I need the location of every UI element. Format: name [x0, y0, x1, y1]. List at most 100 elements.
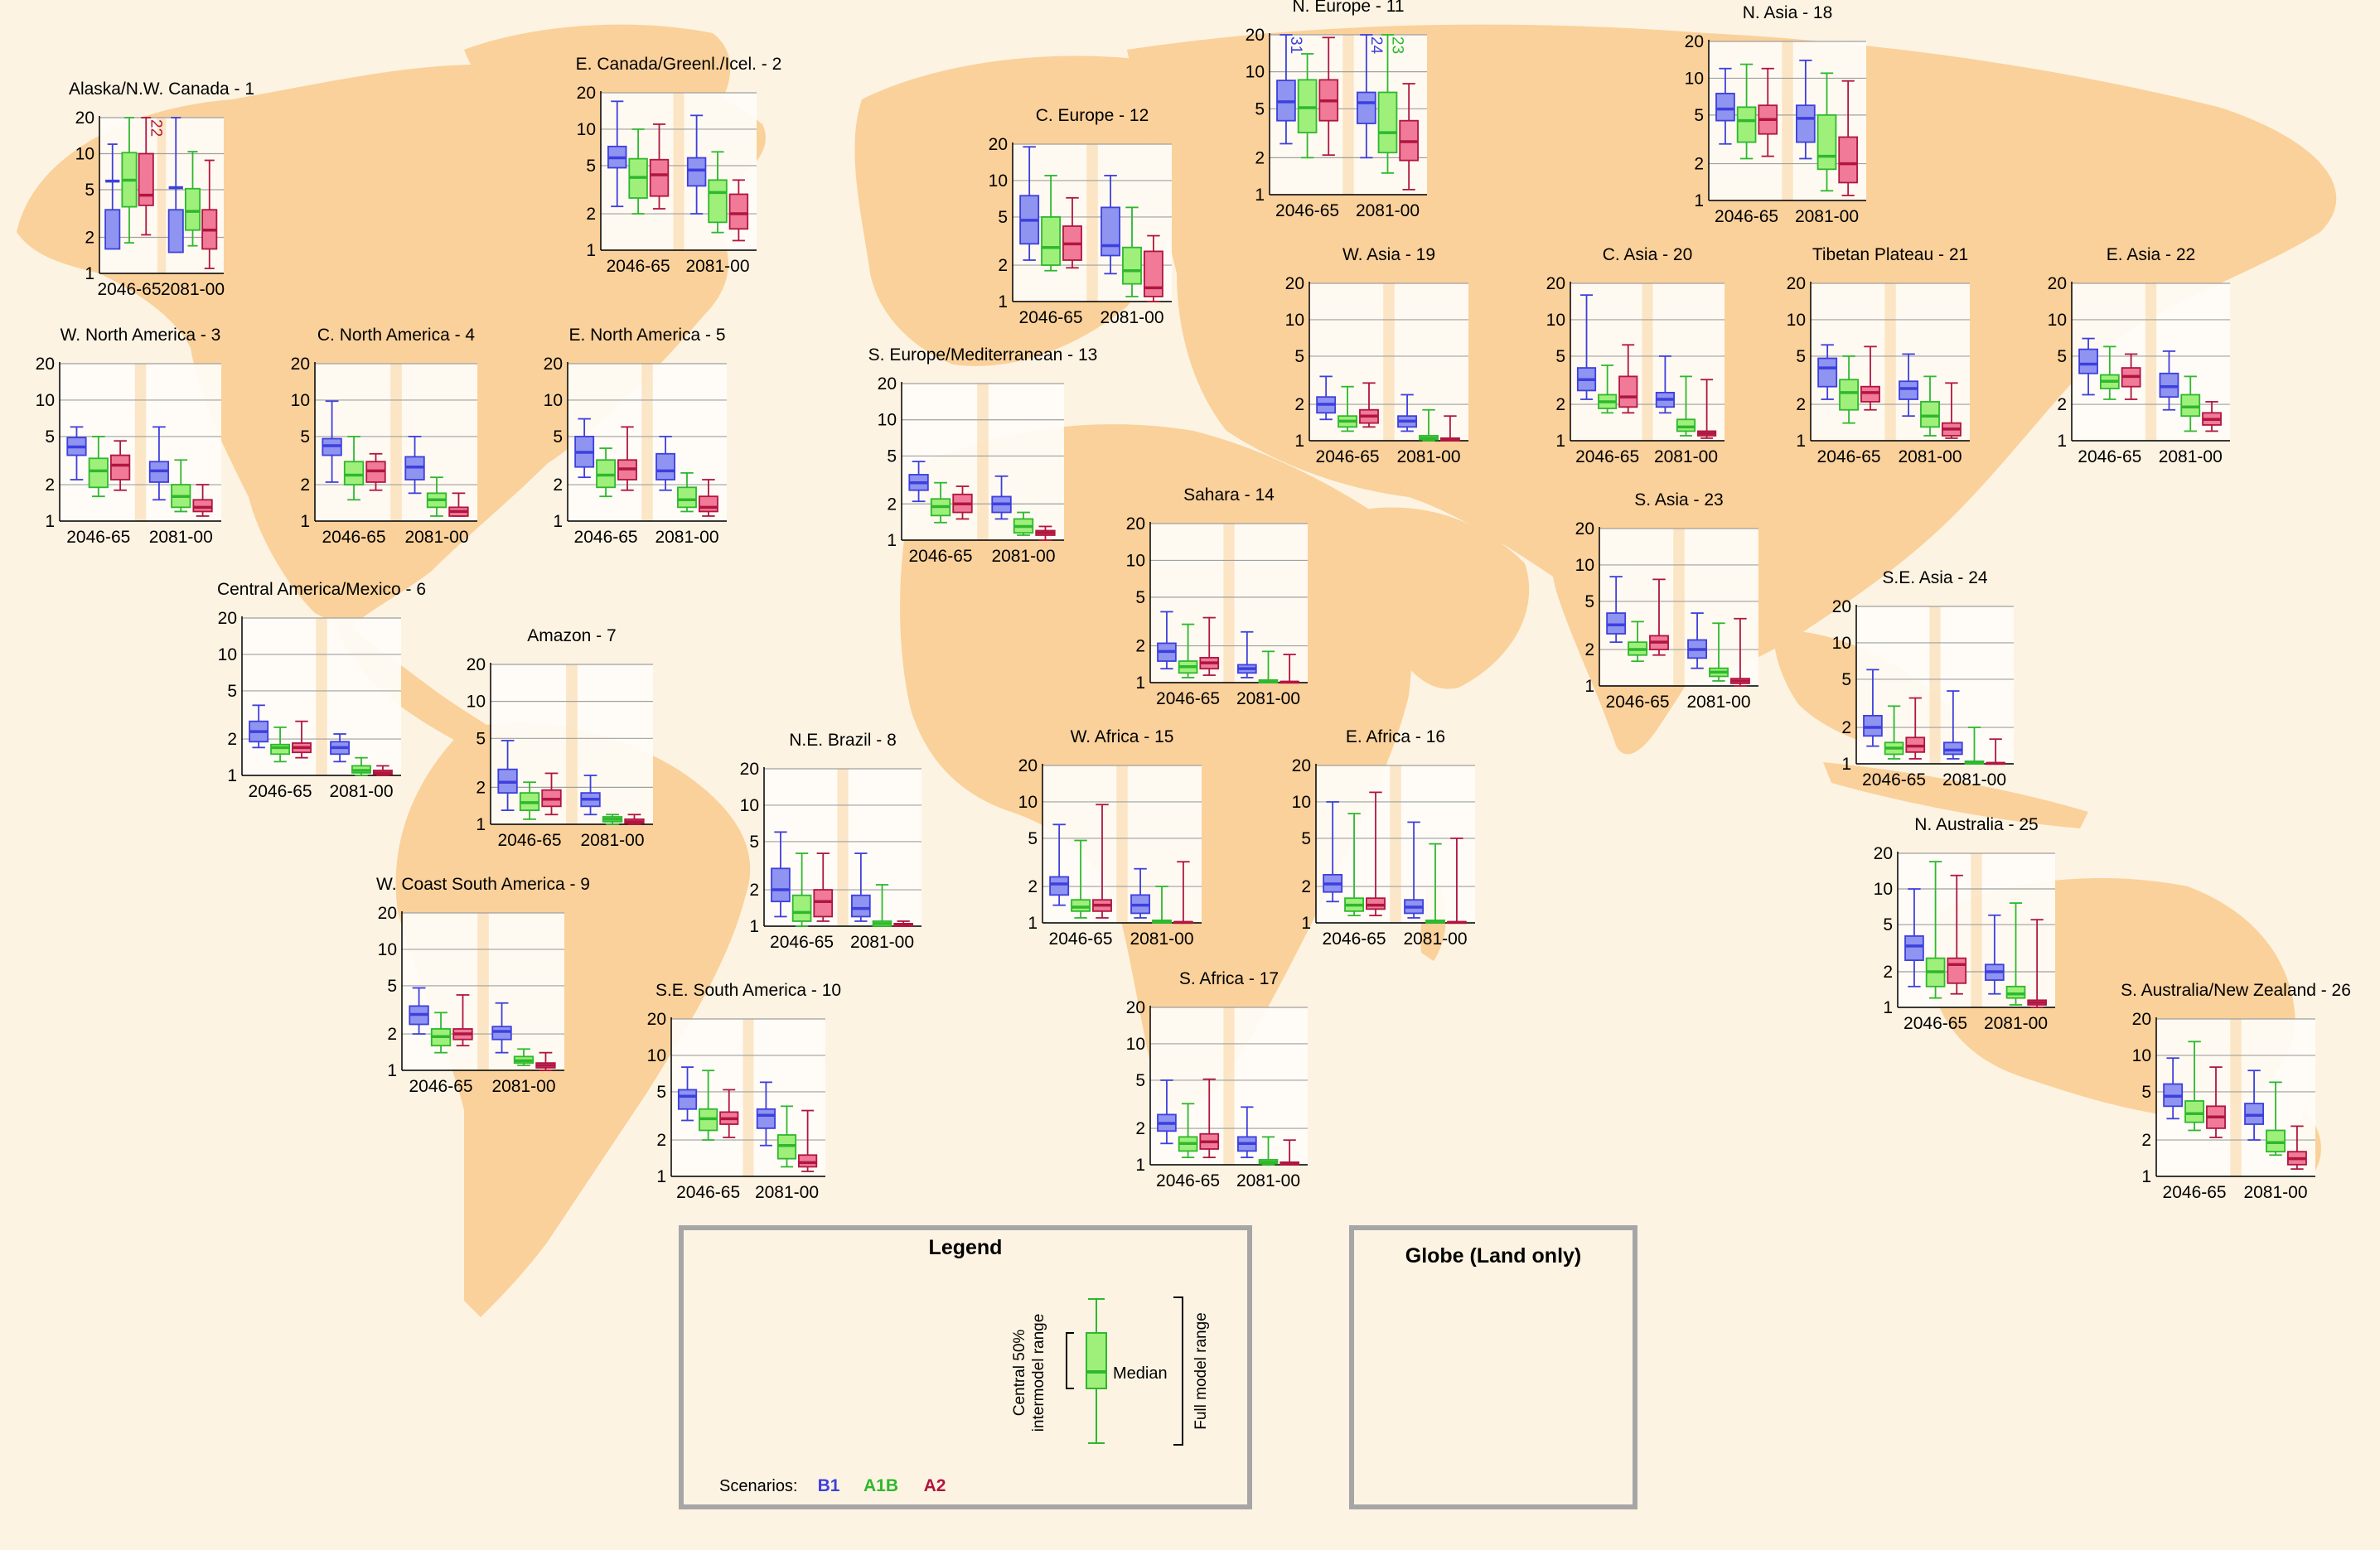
period-divider	[316, 618, 327, 775]
box-B1-p2	[686, 114, 707, 215]
period-divider	[134, 364, 147, 521]
globe-frame	[1349, 1225, 1637, 1509]
box-A1B-p1	[1925, 861, 1946, 999]
y-tick-label: 5	[887, 447, 897, 466]
median-label: Median	[1113, 1364, 1168, 1383]
iqr-box	[1122, 246, 1142, 285]
box-A2-p1	[1758, 67, 1778, 157]
period-label: 2081-00	[1795, 207, 1859, 226]
chart-r17: 1 2 5 10 20 S. Africa - 17 2046-65 2081-00	[1126, 969, 1308, 1190]
y-tick-label: 1	[1841, 755, 1851, 774]
box-B1-p1	[409, 987, 429, 1035]
box-A2-p2	[2027, 919, 2047, 1008]
period-divider	[1390, 765, 1401, 923]
chart-r19: 1 2 5 10 20 W. Asia - 19 2046-65 2081-00	[1285, 245, 1468, 466]
y-tick-label: 10	[291, 391, 310, 410]
y-tick-label: 20	[1292, 756, 1311, 775]
box-A2-p2	[1439, 415, 1460, 442]
box-A2-p2	[2202, 401, 2222, 432]
y-tick-label: 1	[476, 815, 486, 834]
box-B1-p1	[2078, 337, 2098, 396]
box-B1-p2	[330, 733, 351, 763]
box-B1-p1	[677, 1066, 698, 1122]
y-tick-label: 2	[887, 495, 897, 514]
chart-title: N.E. Brazil - 8	[789, 731, 897, 750]
period-label: 2046-65	[1575, 447, 1639, 466]
land-asia	[1127, 24, 2337, 697]
box-B1-p1	[771, 831, 791, 918]
y-tick-label: 5	[586, 157, 596, 176]
box-A1B-p1	[791, 852, 812, 927]
land-arabia	[1342, 507, 1530, 689]
y-tick-label: 20	[1285, 274, 1304, 293]
iqr-box	[1715, 92, 1735, 122]
overflow-label: 22	[147, 119, 164, 137]
period-label: 2081-00	[491, 1077, 555, 1096]
y-tick-label: 1	[586, 241, 596, 260]
iqr-box	[1143, 250, 1163, 297]
chart-title: E. Canada/Greenl./Icel. - 2	[576, 55, 782, 74]
box-B1-p1	[1276, 34, 1296, 145]
y-tick-label: 20	[989, 135, 1008, 154]
box-A1B-p1	[2099, 345, 2120, 400]
iqr-box	[104, 209, 121, 250]
period-divider	[1782, 41, 1793, 200]
y-tick-label: 1	[1584, 677, 1594, 696]
iqr-box	[1863, 714, 1883, 737]
box-B1-p2	[1404, 821, 1425, 919]
y-tick-label: 10	[1246, 63, 1265, 82]
box-A2-p1	[1199, 616, 1220, 676]
box-B1-p2	[991, 475, 1012, 520]
box-A1B-p1	[596, 447, 617, 498]
chart-r8: 1 2 5 10 20 N.E. Brazil - 8 2046-65 2081-00	[740, 731, 922, 952]
box-A1B-p2	[171, 459, 191, 513]
box-B1-p1	[908, 461, 929, 503]
box-A2-p1	[541, 772, 562, 816]
period-label: 2081-00	[1984, 1014, 2048, 1033]
box-A1B-p2	[1122, 206, 1142, 297]
box-A1B-p1	[930, 481, 951, 524]
box-B1-p2	[756, 1081, 776, 1147]
y-tick-label: 10	[1126, 1035, 1145, 1054]
box-A1B-p1	[1736, 63, 1757, 160]
box-A1B-p2	[1816, 72, 1837, 192]
y-tick-label: 2	[656, 1131, 666, 1150]
y-tick-label: 20	[2132, 1010, 2151, 1029]
box-A2-p2	[1279, 1139, 1299, 1166]
y-tick-label: 5	[476, 729, 486, 748]
box-B1-p1	[1863, 669, 1883, 747]
box-A2-p1	[1199, 1078, 1220, 1159]
iqr-box	[1071, 899, 1091, 912]
y-tick-label: 20	[1546, 274, 1565, 293]
box-A1B-p1	[699, 1070, 718, 1141]
box-A2-p1	[649, 123, 670, 210]
box-B1-p2	[1655, 355, 1675, 414]
box-A1B-p2	[2005, 902, 2026, 1006]
period-divider	[743, 1019, 754, 1176]
central-range-label-1: Central 50%	[1011, 1330, 1028, 1417]
y-tick-label: 10	[218, 645, 237, 664]
box-B1-p2	[1397, 394, 1418, 432]
period-divider	[157, 118, 167, 273]
chart-r25: 1 2 5 10 20 N. Australia - 25 2046-65 2081-00	[1874, 815, 2055, 1033]
y-tick-label: 20	[218, 609, 237, 628]
scenario-a1b-label: A1B	[863, 1476, 898, 1495]
chart-r24: 1 2 5 10 20 S.E. Asia - 24 2046-65 2081-00	[1832, 568, 2014, 789]
y-tick-label: 1	[1028, 914, 1038, 933]
y-tick-label: 20	[2048, 274, 2067, 293]
chart-title: E. Asia - 22	[2107, 245, 2195, 264]
box-A2-p2	[798, 1109, 818, 1172]
y-tick-label: 5	[1841, 670, 1851, 689]
y-tick-label: 5	[553, 427, 563, 447]
y-tick-label: 10	[467, 693, 486, 712]
box-A1B-p2	[184, 151, 201, 247]
box-A2-p2	[893, 920, 913, 927]
chart-r16: 1 2 5 10 20 E. Africa - 16 2046-65 2081-00	[1292, 727, 1475, 949]
box-A1B-p2	[1152, 886, 1172, 924]
y-tick-label: 20	[878, 374, 897, 394]
period-label: 2081-00	[1686, 693, 1750, 712]
box-A1B-p1	[628, 128, 648, 215]
box-B1-p1	[1715, 67, 1735, 145]
chart-layer: 1 2 5 10 20 Alaska/N.W. Canada - 1 2046-65 2081…	[36, 0, 2351, 1484]
